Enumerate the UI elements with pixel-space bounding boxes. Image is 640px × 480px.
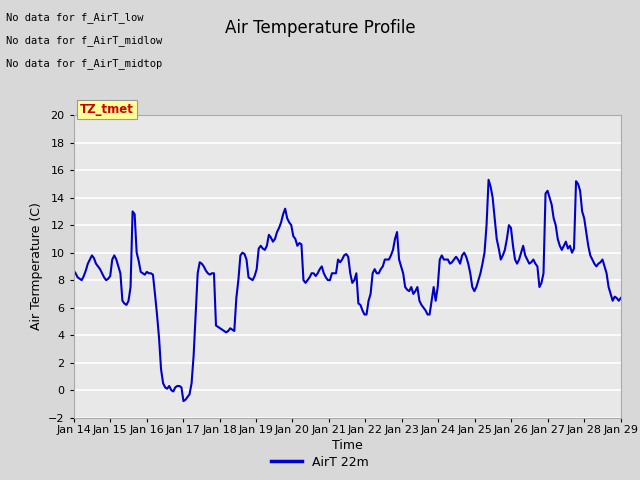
Y-axis label: Air Termperature (C): Air Termperature (C) — [29, 203, 42, 330]
Text: No data for f_AirT_low: No data for f_AirT_low — [6, 12, 144, 23]
Text: No data for f_AirT_midtop: No data for f_AirT_midtop — [6, 58, 163, 69]
Text: TZ_tmet: TZ_tmet — [80, 103, 134, 116]
X-axis label: Time: Time — [332, 439, 363, 452]
Legend: AirT 22m: AirT 22m — [266, 451, 374, 474]
Text: No data for f_AirT_midlow: No data for f_AirT_midlow — [6, 35, 163, 46]
Text: Air Temperature Profile: Air Temperature Profile — [225, 19, 415, 37]
